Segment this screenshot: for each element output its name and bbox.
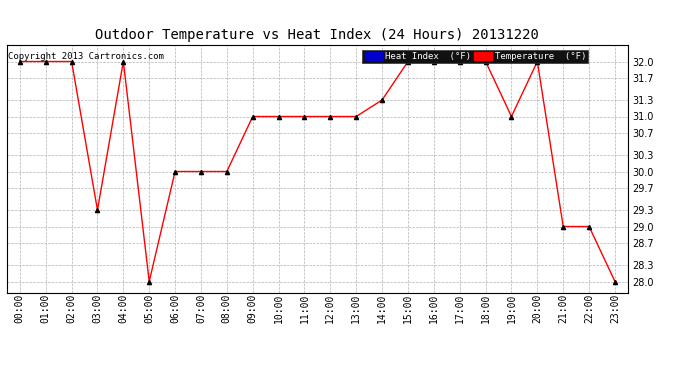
Legend: Heat Index  (°F), Temperature  (°F): Heat Index (°F), Temperature (°F) [362,50,589,63]
Text: Copyright 2013 Cartronics.com: Copyright 2013 Cartronics.com [8,53,164,62]
Title: Outdoor Temperature vs Heat Index (24 Hours) 20131220: Outdoor Temperature vs Heat Index (24 Ho… [95,28,540,42]
